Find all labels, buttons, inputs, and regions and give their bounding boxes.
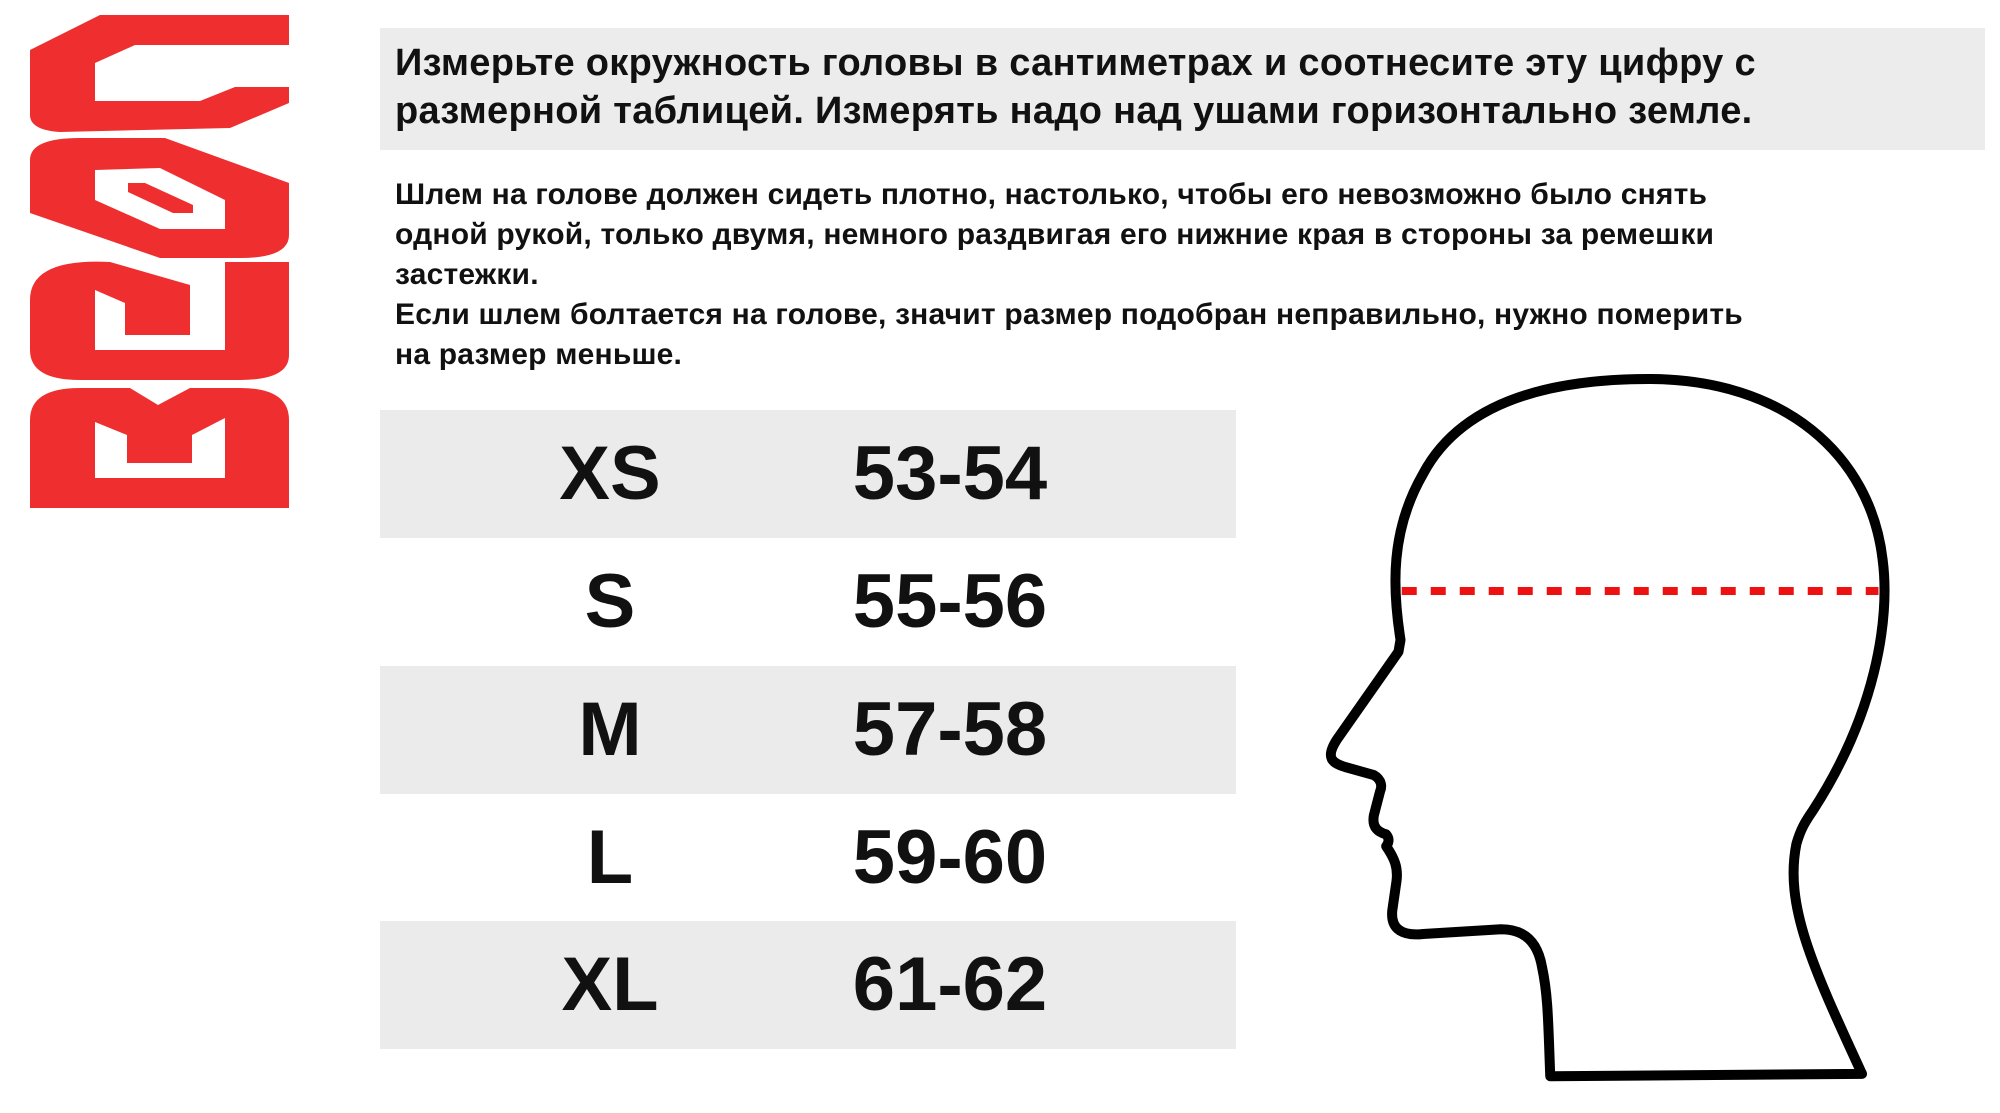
- head-profile-icon: [1300, 360, 1940, 1100]
- table-row: XL 61-62: [380, 921, 1236, 1049]
- table-row: L 59-60: [380, 794, 1236, 922]
- instruction-line: одной рукой, только двумя, немного раздв…: [395, 218, 1715, 251]
- logo-letter-e: [30, 261, 289, 380]
- instruction-line: Если шлем болтается на голове, значит ра…: [395, 298, 1743, 331]
- size-range: 53-54: [852, 431, 1048, 516]
- size-label: XS: [559, 431, 661, 516]
- logo-letter-c: [30, 15, 289, 132]
- size-label: L: [586, 815, 634, 900]
- size-range: 55-56: [852, 559, 1048, 644]
- table-row: S 55-56: [380, 538, 1236, 666]
- logo-letter-o: [30, 138, 289, 258]
- header-band: [380, 28, 1985, 150]
- brand-logo: [30, 15, 289, 508]
- size-label: M: [578, 687, 642, 772]
- table-row: XS 53-54: [380, 410, 1236, 538]
- instruction-line: на размер меньше.: [395, 338, 683, 371]
- logo-letter-o-dot: [128, 183, 193, 213]
- size-range: 61-62: [852, 942, 1048, 1027]
- header-text-line: Измерьте окружность головы в сантиметрах…: [395, 42, 1756, 84]
- logo-letter-b: [30, 388, 289, 508]
- table-row: M 57-58: [380, 666, 1236, 794]
- size-range: 57-58: [852, 687, 1048, 772]
- size-label: S: [584, 559, 636, 644]
- instruction-line: застежки.: [395, 258, 539, 291]
- header-text-line: размерной таблицей. Измерять надо над уш…: [395, 90, 1753, 132]
- size-range: 59-60: [852, 815, 1048, 900]
- head-outline: [1331, 379, 1885, 1076]
- size-label: XL: [561, 942, 659, 1027]
- instruction-line: Шлем на голове должен сидеть плотно, нас…: [395, 178, 1708, 211]
